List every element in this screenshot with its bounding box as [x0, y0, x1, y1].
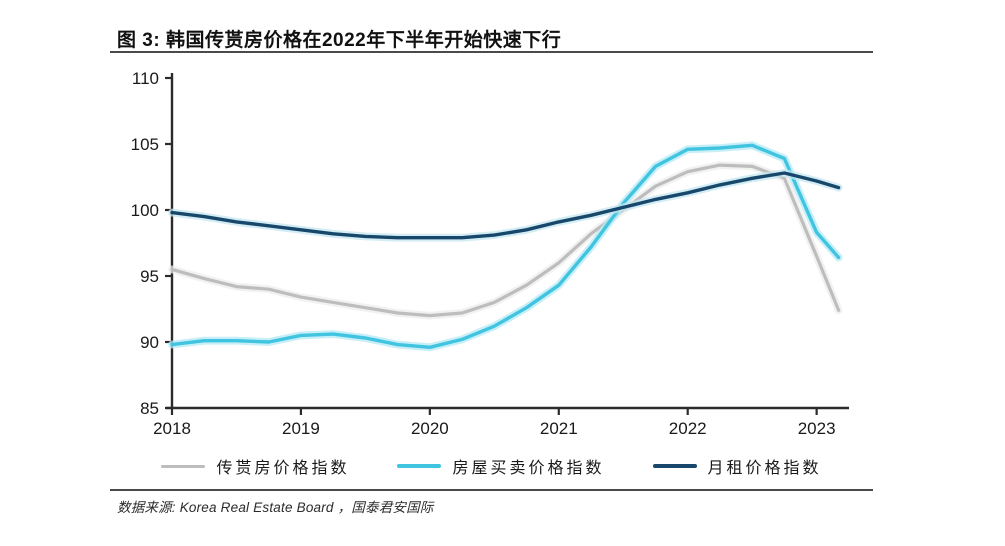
x-axis-tick-label: 2021	[540, 419, 578, 438]
footer-divider-rule	[110, 489, 873, 491]
legend-item-2: 月租价格指数	[652, 454, 822, 478]
y-axis-tick-label: 105	[131, 135, 159, 154]
x-axis-tick-label: 2023	[798, 419, 836, 438]
x-axis-tick-label: 2019	[282, 419, 320, 438]
legend-line-swatch-2	[652, 464, 697, 468]
title-divider-rule	[110, 51, 873, 53]
legend-label-0: 传贳房价格指数	[216, 460, 350, 477]
y-axis-tick-label: 95	[140, 267, 159, 286]
series-line-2	[170, 171, 841, 240]
y-axis-tick-label: 110	[132, 69, 159, 88]
legend-item-0: 传贳房价格指数	[161, 454, 349, 478]
legend-line-swatch-1	[397, 464, 442, 468]
chart-figure-title: 图 3: 韩国传贳房价格在2022年下半年开始快速下行	[117, 30, 562, 51]
chart-legend: 传贳房价格指数 房屋买卖价格指数 月租价格指数	[110, 452, 873, 480]
legend-line-swatch-0	[161, 464, 206, 468]
x-axis-tick-label: 2020	[411, 419, 449, 438]
x-axis-tick-label: 2018	[153, 419, 191, 438]
data-source-note: 数据来源: Korea Real Estate Board ，国泰君安国际	[117, 500, 434, 515]
y-axis-tick-label: 85	[140, 399, 159, 418]
series-line-1	[170, 143, 841, 349]
series-halo-0	[168, 161, 843, 320]
series-line-0	[170, 163, 841, 318]
y-axis-tick-label: 90	[140, 333, 159, 352]
legend-label-1: 房屋买卖价格指数	[452, 460, 605, 477]
legend-label-2: 月租价格指数	[707, 460, 822, 477]
x-axis-tick-label: 2022	[669, 419, 707, 438]
legend-item-1: 房屋买卖价格指数	[397, 454, 604, 478]
y-axis-tick-label: 100	[131, 201, 159, 220]
series-halo-1	[168, 141, 843, 352]
